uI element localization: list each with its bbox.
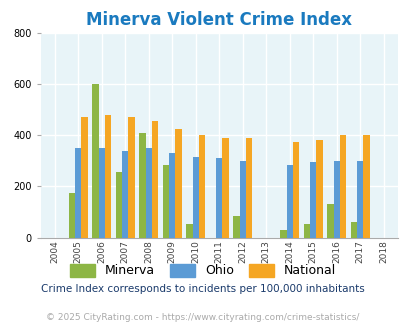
Bar — [303, 223, 309, 238]
Bar — [198, 135, 205, 238]
Bar — [104, 115, 111, 238]
Title: Minerva Violent Crime Index: Minerva Violent Crime Index — [86, 11, 352, 29]
Bar — [81, 117, 87, 238]
Bar — [168, 153, 175, 238]
Bar — [356, 161, 362, 238]
Bar — [315, 141, 322, 238]
Bar — [362, 135, 369, 238]
Bar — [339, 135, 345, 238]
Bar — [292, 142, 298, 238]
Bar — [232, 216, 239, 238]
Bar — [151, 121, 158, 238]
Bar — [326, 204, 333, 238]
Bar — [239, 161, 245, 238]
Bar — [122, 150, 128, 238]
Bar — [92, 84, 98, 238]
Bar — [350, 222, 356, 238]
Bar — [215, 158, 222, 238]
Bar — [192, 157, 198, 238]
Bar — [279, 230, 286, 238]
Legend: Minerva, Ohio, National: Minerva, Ohio, National — [65, 259, 340, 282]
Bar — [98, 148, 104, 238]
Bar — [68, 193, 75, 238]
Bar — [333, 161, 339, 238]
Bar — [175, 129, 181, 238]
Bar — [75, 148, 81, 238]
Bar — [245, 138, 252, 238]
Bar — [162, 165, 168, 238]
Bar — [286, 165, 292, 238]
Bar — [145, 148, 151, 238]
Bar — [115, 172, 122, 238]
Bar — [309, 162, 315, 238]
Bar — [139, 133, 145, 238]
Bar — [186, 223, 192, 238]
Text: Crime Index corresponds to incidents per 100,000 inhabitants: Crime Index corresponds to incidents per… — [41, 284, 364, 294]
Text: © 2025 CityRating.com - https://www.cityrating.com/crime-statistics/: © 2025 CityRating.com - https://www.city… — [46, 313, 359, 322]
Bar — [222, 138, 228, 238]
Bar — [128, 117, 134, 238]
